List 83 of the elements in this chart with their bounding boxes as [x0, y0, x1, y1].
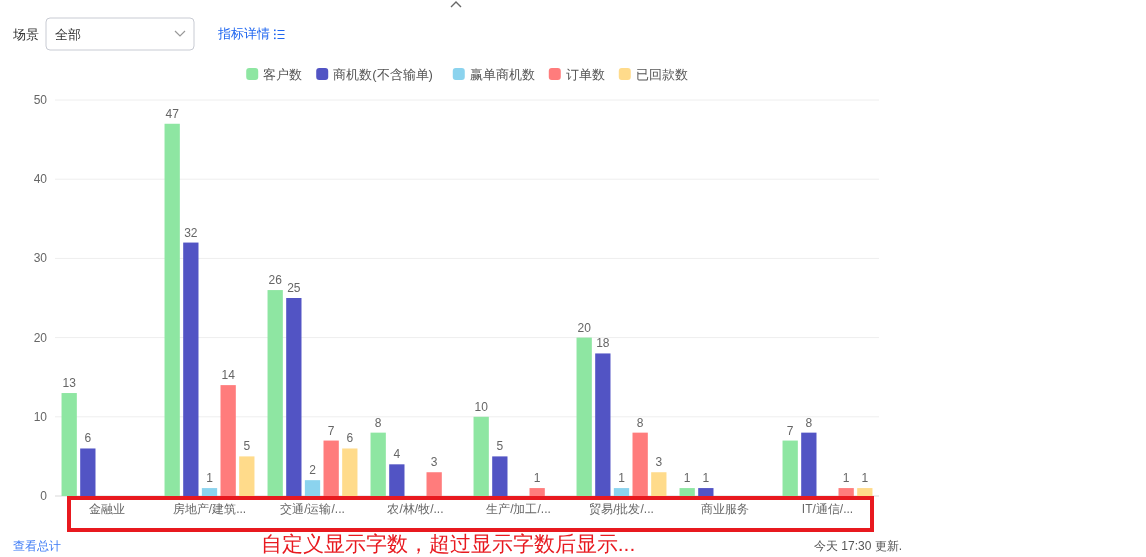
bar [698, 488, 714, 496]
text: 场景 [12, 27, 39, 42]
x-tick-label: 农/林/牧/... [387, 502, 444, 516]
bar [370, 432, 386, 496]
data-label: 32 [184, 225, 198, 240]
bar [164, 123, 180, 496]
bar [426, 472, 442, 496]
bar [183, 242, 199, 496]
data-label: 26 [268, 273, 283, 288]
bar [838, 488, 854, 496]
x-tick-label: IT/通信/... [801, 502, 854, 516]
data-label: 5 [243, 439, 251, 454]
bar [201, 488, 218, 496]
bar [492, 456, 508, 496]
bar [80, 448, 96, 496]
data-label: 1 [206, 471, 214, 486]
data-label: 20 [577, 320, 592, 335]
bar [651, 472, 667, 496]
text: 自定义显示字数，超过显示字数后显示... [260, 532, 636, 555]
data-label: 2 [309, 463, 317, 478]
x-tick-label: 房地产/建筑... [172, 502, 247, 516]
data-label: 47 [165, 106, 180, 121]
legend-label: 赢单商机数 [469, 66, 535, 82]
legend-label: 订单数 [565, 66, 605, 82]
legend-label: 客户数 [263, 66, 303, 82]
bar [595, 353, 611, 496]
bar [529, 488, 545, 496]
x-tick-label: 贸易/批发/... [589, 502, 654, 516]
data-label: 8 [374, 415, 382, 430]
bar [61, 393, 77, 496]
bar [679, 488, 695, 496]
bar [389, 464, 405, 496]
y-tick-label: 40 [33, 172, 48, 187]
bar [323, 440, 339, 496]
x-tick-label: 商业服务 [700, 502, 749, 516]
bar [613, 488, 630, 496]
text: 今天 17:30 更新. [814, 539, 903, 553]
bar [342, 448, 358, 496]
y-tick-label: 50 [33, 93, 48, 107]
bar [286, 298, 302, 496]
bar [267, 290, 283, 496]
y-tick-label: 20 [33, 330, 48, 345]
bar [632, 432, 648, 496]
x-tick-label: 交通/运输/... [280, 502, 345, 516]
data-label: 14 [221, 368, 236, 383]
bar [801, 432, 817, 496]
data-label: 4 [393, 447, 401, 462]
y-tick-label: 30 [33, 251, 48, 266]
data-label: 1 [702, 471, 710, 486]
data-label: 10 [474, 399, 489, 414]
data-label: 8 [805, 415, 813, 430]
data-label: 8 [636, 415, 644, 430]
bar [473, 416, 489, 496]
data-label: 7 [786, 423, 794, 438]
data-label: 1 [842, 471, 850, 486]
data-label: 18 [596, 336, 610, 351]
y-tick-label: 0 [40, 489, 48, 503]
bar [304, 480, 321, 496]
legend-label: 商机数(不含输单) [333, 66, 433, 82]
data-label: 3 [655, 455, 663, 470]
x-tick-label: 金融业 [88, 502, 125, 516]
data-label: 25 [287, 281, 301, 295]
text: 查看总计 [13, 539, 61, 553]
bar [239, 456, 255, 496]
legend-label: 已回款数 [635, 66, 688, 82]
bar [857, 488, 873, 496]
bar [576, 337, 592, 496]
data-label: 1 [618, 471, 626, 486]
data-label: 6 [84, 431, 92, 446]
y-tick-label: 10 [33, 409, 48, 424]
data-label: 1 [533, 471, 541, 486]
data-label: 5 [496, 439, 504, 454]
data-label: 1 [683, 471, 691, 486]
data-label: 1 [861, 471, 869, 486]
bar [220, 385, 236, 496]
data-label: 6 [346, 431, 354, 446]
data-label: 13 [62, 376, 77, 391]
text: 指标详情 [217, 26, 270, 41]
data-label: 7 [327, 423, 335, 438]
data-label: 3 [430, 455, 438, 470]
x-tick-label: 生产/加工/... [486, 502, 551, 516]
text: 全部 [55, 27, 81, 42]
bar [782, 440, 798, 496]
